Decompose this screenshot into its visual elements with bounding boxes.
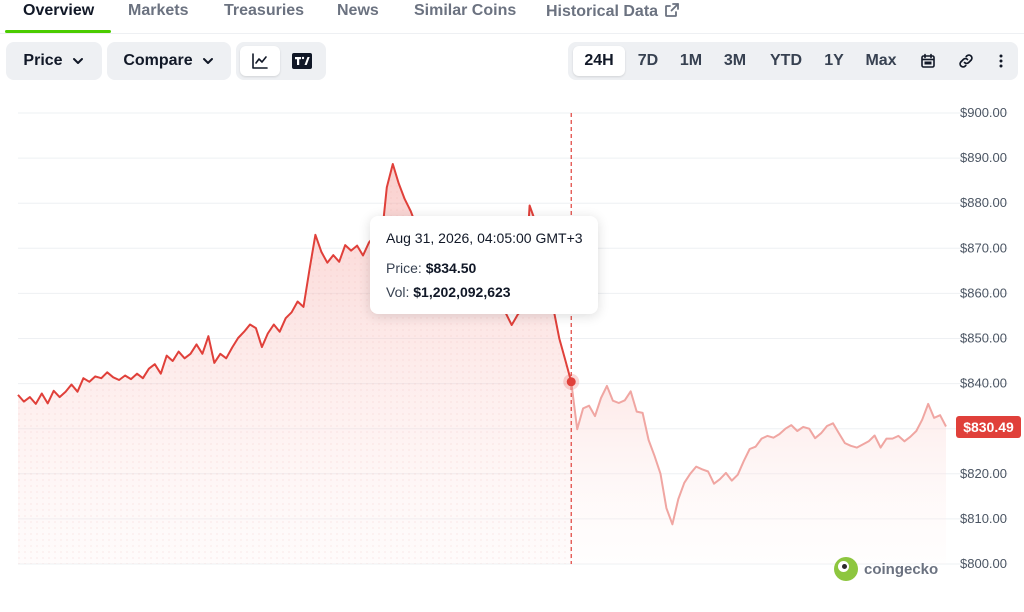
price-dropdown-label: Price xyxy=(23,52,63,69)
y-tick-label: $820.00 xyxy=(960,466,1007,481)
y-tick-label: $850.00 xyxy=(960,331,1007,346)
current-price-badge: $830.49 xyxy=(956,416,1021,438)
hover-point xyxy=(566,377,576,387)
range-3m-button[interactable]: 3M xyxy=(723,52,747,69)
y-tick-label: $880.00 xyxy=(960,195,1007,210)
watermark-text: coingecko xyxy=(864,560,939,578)
price-tooltip: Aug 31, 2026, 04:05:00 GMT+3 Price: $834… xyxy=(370,216,598,314)
range-ytd-button[interactable]: YTD xyxy=(770,52,802,69)
y-tick-label: $860.00 xyxy=(960,285,1007,300)
link-icon xyxy=(959,54,973,68)
tooltip-volume-label: Vol: xyxy=(386,284,410,300)
y-tick-label: $890.00 xyxy=(960,150,1007,165)
tooltip-price-label: Price: xyxy=(386,260,422,276)
price-line-faded xyxy=(570,381,947,526)
tooltip-volume-value: $1,202,092,623 xyxy=(413,284,511,300)
y-tick-label: $870.00 xyxy=(960,240,1007,255)
chevron-down-icon xyxy=(202,58,213,64)
tooltip-price-row: Price: $834.50 xyxy=(386,260,582,276)
calendar-icon xyxy=(921,53,935,68)
coingecko-watermark: coingecko xyxy=(834,556,938,582)
tab-news[interactable]: News xyxy=(337,2,379,19)
range-1y-button[interactable]: 1Y xyxy=(824,52,844,69)
range-7d-button[interactable]: 7D xyxy=(637,52,659,69)
tooltip-volume-row: Vol: $1,202,092,623 xyxy=(386,284,582,300)
tab-similar-coins[interactable]: Similar Coins xyxy=(414,2,517,19)
y-tick-label: $840.00 xyxy=(960,376,1007,391)
external-link-icon xyxy=(665,3,679,17)
chart-view-toggle xyxy=(236,42,326,80)
coingecko-logo-icon xyxy=(834,557,858,581)
compare-dropdown-button[interactable]: Compare xyxy=(107,42,231,80)
tab-treasuries[interactable]: Treasuries xyxy=(224,2,305,19)
price-chart[interactable]: $900.00 $890.00 $880.00 $870.00 $860.00 $850.… xyxy=(0,95,1024,595)
y-tick-label: $810.00 xyxy=(960,511,1007,526)
tab-historical-data-label: Historical Data xyxy=(546,3,659,20)
price-dropdown-button[interactable]: Price xyxy=(6,42,102,80)
more-vertical-icon xyxy=(999,54,1003,68)
time-range-selector: 24H 7D 1M 3M YTD 1Y Max xyxy=(568,42,1018,80)
y-tick-label: $900.00 xyxy=(960,105,1007,120)
share-link-button[interactable] xyxy=(951,46,981,76)
calendar-button[interactable] xyxy=(913,46,943,76)
range-max-button[interactable]: Max xyxy=(865,52,897,69)
more-options-button[interactable] xyxy=(986,46,1016,76)
range-24h-button[interactable]: 24H xyxy=(573,46,625,76)
tooltip-date: Aug 31, 2026, 04:05:00 GMT+3 xyxy=(386,230,583,246)
line-chart-view-button[interactable] xyxy=(240,46,280,76)
y-axis: $900.00 $890.00 $880.00 $870.00 $860.00 $850.… xyxy=(960,105,1007,571)
y-tick-label: $800.00 xyxy=(960,556,1007,571)
tab-markets[interactable]: Markets xyxy=(128,2,189,19)
tab-overview[interactable]: Overview xyxy=(23,2,95,19)
tab-historical-data[interactable]: Historical Data xyxy=(546,2,680,21)
active-tab-indicator xyxy=(5,30,111,33)
compare-dropdown-label: Compare xyxy=(123,52,193,69)
tab-bar: Overview Markets Treasuries News Similar… xyxy=(0,0,1024,34)
range-1m-button[interactable]: 1M xyxy=(679,52,703,69)
chevron-down-icon xyxy=(72,58,83,64)
tooltip-price-value: $834.50 xyxy=(425,260,477,276)
price-area-faded xyxy=(571,381,946,564)
tradingview-view-button[interactable] xyxy=(282,46,322,76)
tradingview-icon xyxy=(292,53,312,69)
line-chart-icon xyxy=(252,53,268,69)
